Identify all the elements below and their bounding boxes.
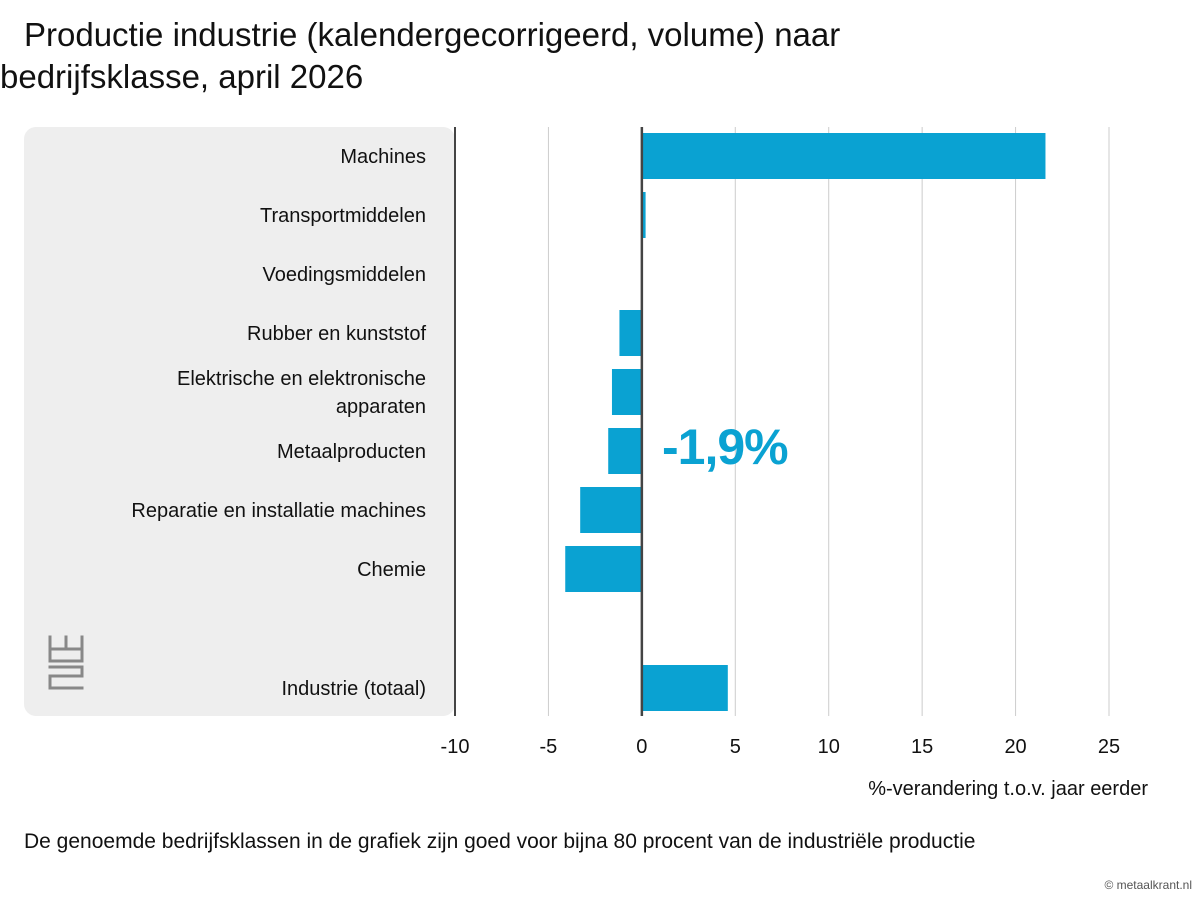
x-tick-label: -5 bbox=[540, 736, 558, 758]
category-label: Elektrische en elektronische bbox=[177, 368, 426, 390]
category-label: Industrie (totaal) bbox=[281, 678, 426, 700]
x-tick-label: 0 bbox=[636, 736, 647, 758]
category-label: Chemie bbox=[357, 559, 426, 581]
watermark: © metaalkrant.nl bbox=[1104, 878, 1192, 892]
x-tick-label: 25 bbox=[1098, 736, 1120, 758]
category-label: Rubber en kunststof bbox=[247, 323, 426, 345]
category-label: Transportmiddelen bbox=[260, 205, 426, 227]
x-axis-label: %-verandering t.o.v. jaar eerder bbox=[868, 778, 1148, 800]
bar bbox=[641, 665, 728, 711]
category-label: apparaten bbox=[336, 396, 426, 418]
category-panel bbox=[24, 127, 455, 716]
x-tick-label: 10 bbox=[818, 736, 840, 758]
bar bbox=[619, 310, 642, 356]
total-change-callout: -1,9% bbox=[662, 419, 789, 475]
category-label: Machines bbox=[340, 146, 426, 168]
category-label: Voedingsmiddelen bbox=[263, 264, 426, 286]
x-tick-label: 5 bbox=[730, 736, 741, 758]
bar bbox=[565, 546, 642, 592]
cbs-logo-icon bbox=[48, 635, 84, 690]
x-tick-label: -10 bbox=[441, 736, 470, 758]
bar bbox=[608, 428, 642, 474]
logo-path bbox=[48, 635, 84, 690]
bar bbox=[580, 487, 642, 533]
bar bbox=[611, 369, 642, 415]
category-label: Metaalproducten bbox=[277, 441, 426, 463]
bar bbox=[641, 133, 1046, 179]
chart-title-line-2: bedrijfsklasse, april 2026 bbox=[0, 58, 364, 95]
bar bbox=[641, 192, 646, 238]
chart-title-line-1: Productie industrie (kalendergecorrigeer… bbox=[24, 16, 841, 53]
x-tick-label: 15 bbox=[911, 736, 933, 758]
footnote: De genoemde bedrijfsklassen in de grafie… bbox=[24, 830, 976, 853]
chart-title: Productie industrie (kalendergecorrigeer… bbox=[0, 14, 900, 98]
category-label: Reparatie en installatie machines bbox=[131, 500, 426, 522]
x-tick-label: 20 bbox=[1004, 736, 1026, 758]
